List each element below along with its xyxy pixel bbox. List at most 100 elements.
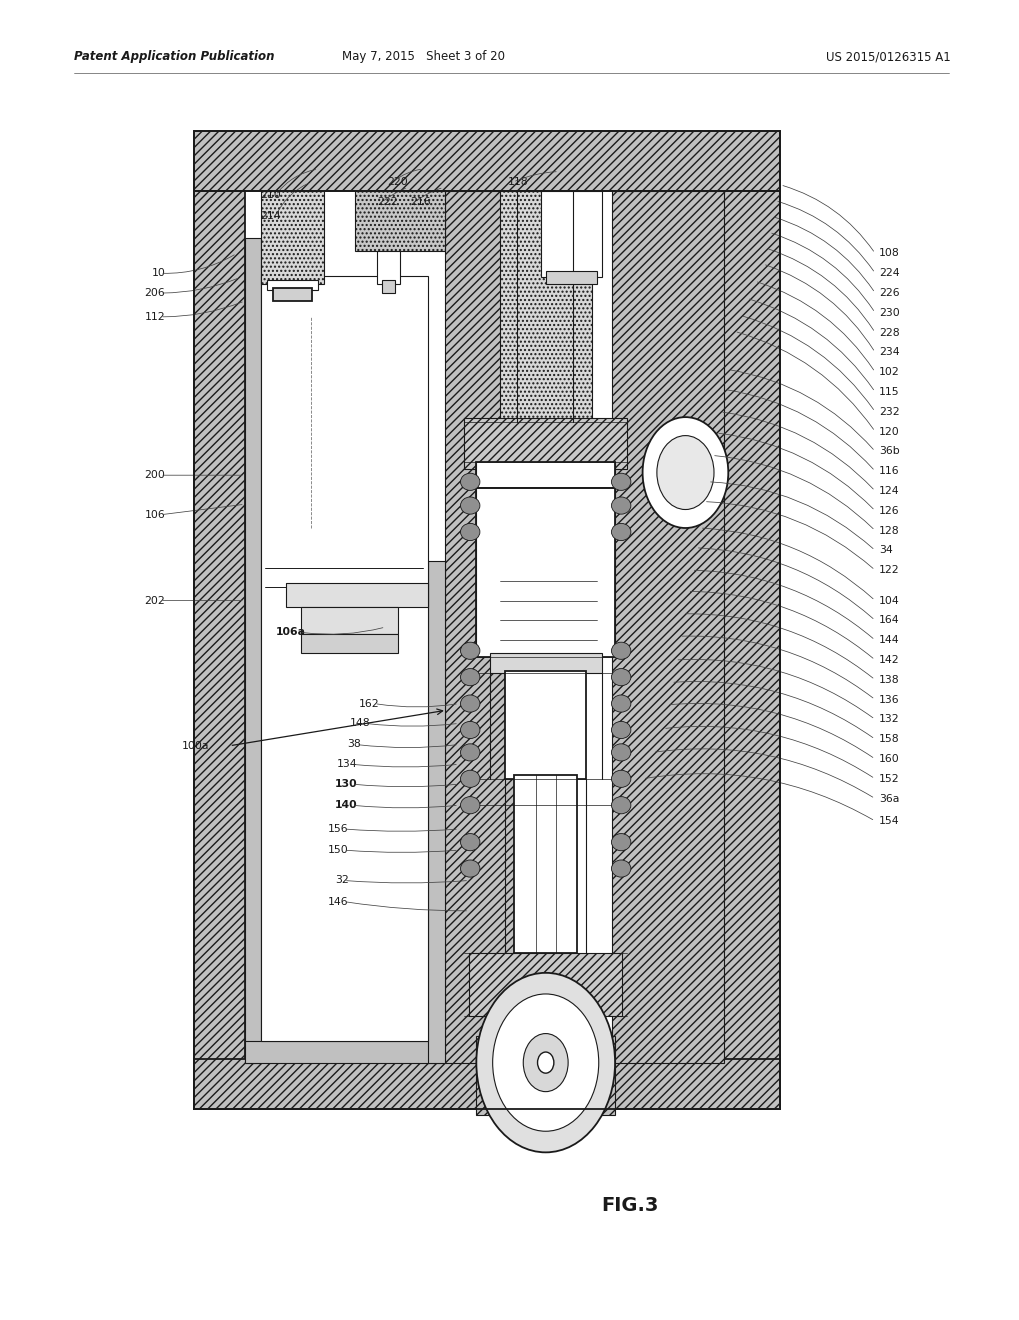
Bar bbox=[377, 251, 399, 284]
Ellipse shape bbox=[611, 743, 631, 760]
Bar bbox=[194, 131, 780, 191]
Bar bbox=[267, 280, 318, 290]
Circle shape bbox=[642, 417, 728, 528]
Text: US 2015/0126315 A1: US 2015/0126315 A1 bbox=[825, 50, 950, 63]
Ellipse shape bbox=[611, 473, 631, 491]
Text: 150: 150 bbox=[328, 845, 348, 855]
Text: 38: 38 bbox=[347, 739, 361, 750]
Bar bbox=[476, 1036, 614, 1115]
Ellipse shape bbox=[611, 721, 631, 739]
Text: 128: 128 bbox=[878, 525, 899, 536]
Text: 116: 116 bbox=[878, 466, 899, 477]
Text: 122: 122 bbox=[878, 565, 899, 576]
Bar bbox=[611, 191, 723, 1063]
Circle shape bbox=[523, 1034, 568, 1092]
Ellipse shape bbox=[461, 771, 480, 787]
Ellipse shape bbox=[611, 642, 631, 660]
Bar bbox=[261, 276, 428, 1041]
Bar bbox=[355, 191, 444, 251]
Bar bbox=[514, 775, 577, 953]
Ellipse shape bbox=[461, 743, 480, 760]
Bar bbox=[476, 488, 614, 657]
Text: May 7, 2015   Sheet 3 of 20: May 7, 2015 Sheet 3 of 20 bbox=[341, 50, 504, 63]
Ellipse shape bbox=[611, 668, 631, 686]
Ellipse shape bbox=[611, 861, 631, 876]
Circle shape bbox=[492, 994, 598, 1131]
Text: 100a: 100a bbox=[181, 741, 209, 751]
Text: 200: 200 bbox=[145, 470, 165, 480]
Text: FIG.3: FIG.3 bbox=[601, 1196, 658, 1214]
Ellipse shape bbox=[611, 796, 631, 813]
Text: 232: 232 bbox=[878, 407, 899, 417]
Bar bbox=[545, 271, 596, 284]
Text: 146: 146 bbox=[328, 896, 348, 907]
Text: 226: 226 bbox=[878, 288, 899, 298]
Text: 108: 108 bbox=[878, 248, 899, 259]
Ellipse shape bbox=[461, 796, 480, 813]
Text: 32: 32 bbox=[335, 875, 348, 886]
Text: 152: 152 bbox=[878, 774, 899, 784]
Text: 102: 102 bbox=[878, 367, 899, 378]
Text: 104: 104 bbox=[878, 595, 899, 606]
Bar bbox=[499, 191, 591, 422]
Text: Patent Application Publication: Patent Application Publication bbox=[74, 50, 275, 63]
Ellipse shape bbox=[461, 721, 480, 739]
Text: 224: 224 bbox=[878, 268, 899, 279]
Bar bbox=[464, 418, 627, 469]
Text: 140: 140 bbox=[334, 800, 357, 810]
Bar bbox=[285, 583, 428, 607]
Text: 216: 216 bbox=[410, 197, 430, 207]
Text: 115: 115 bbox=[878, 387, 899, 397]
Ellipse shape bbox=[461, 523, 480, 541]
Text: 230: 230 bbox=[878, 308, 899, 318]
Text: 214: 214 bbox=[260, 211, 280, 222]
Circle shape bbox=[656, 436, 713, 510]
Bar bbox=[469, 953, 622, 1016]
Bar bbox=[444, 191, 534, 1063]
Ellipse shape bbox=[611, 498, 631, 515]
Text: 36b: 36b bbox=[878, 446, 899, 457]
Bar bbox=[504, 671, 586, 779]
Text: 154: 154 bbox=[878, 816, 899, 826]
Text: 132: 132 bbox=[878, 714, 899, 725]
Bar bbox=[194, 1059, 780, 1109]
Text: 210: 210 bbox=[260, 190, 280, 201]
Text: 118: 118 bbox=[507, 177, 528, 187]
Bar bbox=[301, 607, 397, 634]
Text: 34: 34 bbox=[878, 545, 892, 556]
Bar bbox=[540, 191, 601, 277]
Text: 136: 136 bbox=[878, 694, 899, 705]
Ellipse shape bbox=[461, 694, 480, 713]
Bar bbox=[194, 185, 245, 1109]
Bar bbox=[489, 653, 601, 673]
Ellipse shape bbox=[461, 668, 480, 686]
Text: 234: 234 bbox=[878, 347, 899, 358]
Bar bbox=[723, 185, 780, 1109]
Bar bbox=[301, 634, 397, 653]
Ellipse shape bbox=[611, 523, 631, 541]
Ellipse shape bbox=[611, 834, 631, 851]
Text: 124: 124 bbox=[878, 486, 899, 496]
Bar bbox=[273, 288, 312, 301]
Text: 126: 126 bbox=[878, 506, 899, 516]
Text: 106: 106 bbox=[145, 510, 165, 520]
Bar bbox=[245, 1041, 443, 1063]
Text: 144: 144 bbox=[878, 635, 899, 645]
Text: 36a: 36a bbox=[878, 793, 899, 804]
Text: 130: 130 bbox=[334, 779, 357, 789]
Text: 164: 164 bbox=[878, 615, 899, 626]
Ellipse shape bbox=[461, 642, 480, 660]
Circle shape bbox=[476, 973, 614, 1152]
Text: 112: 112 bbox=[145, 312, 165, 322]
Text: 160: 160 bbox=[878, 754, 899, 764]
Text: 120: 120 bbox=[878, 426, 899, 437]
Ellipse shape bbox=[611, 771, 631, 787]
Bar bbox=[476, 462, 614, 488]
Text: 156: 156 bbox=[328, 824, 348, 834]
Text: 228: 228 bbox=[878, 327, 899, 338]
Text: 162: 162 bbox=[359, 698, 379, 709]
Ellipse shape bbox=[461, 861, 480, 876]
Bar bbox=[428, 561, 444, 1063]
Text: 142: 142 bbox=[878, 655, 899, 665]
Bar bbox=[510, 1030, 581, 1053]
